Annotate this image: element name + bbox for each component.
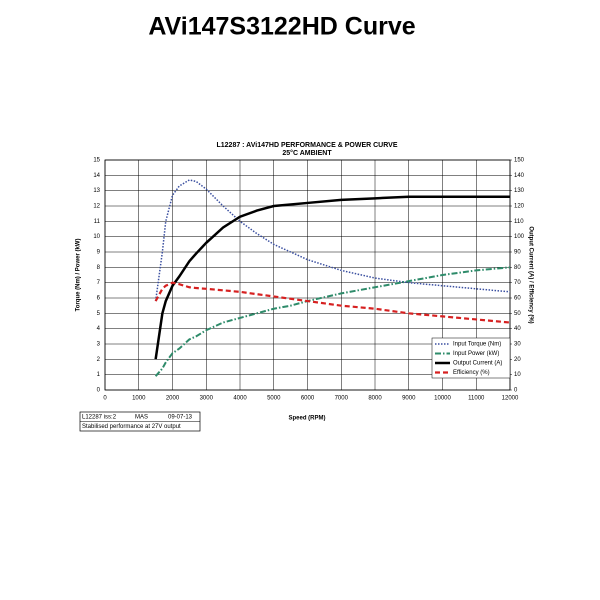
x-tick-label: 4000 xyxy=(233,396,247,402)
y2-tick-label: 80 xyxy=(514,265,521,271)
legend-label: Input Torque (Nm) xyxy=(453,342,501,348)
y2-tick-label: 40 xyxy=(514,326,521,332)
y2-tick-label: 120 xyxy=(514,204,525,210)
y-tick-label: 12 xyxy=(93,204,100,210)
y-tick-label: 15 xyxy=(93,158,100,164)
x-tick-label: 3000 xyxy=(200,396,214,402)
y2-axis-label: Output Current (A) / Efficiency (%) xyxy=(527,226,533,323)
y2-tick-label: 150 xyxy=(514,158,525,164)
y2-tick-label: 50 xyxy=(514,311,521,317)
y2-tick-label: 130 xyxy=(514,188,525,194)
y-tick-label: 9 xyxy=(97,250,101,256)
x-tick-label: 5000 xyxy=(267,396,281,402)
y-tick-label: 6 xyxy=(97,296,101,302)
footer-id: L12287 iss:2 xyxy=(82,415,117,421)
y-tick-label: 2 xyxy=(97,357,101,363)
y-tick-label: 0 xyxy=(97,388,101,394)
y-tick-label: 8 xyxy=(97,265,101,271)
chart-title: L12287 : AVi147HD PERFORMANCE & POWER CU… xyxy=(216,142,397,149)
page-heading: AVi147S3122HD Curve xyxy=(148,13,415,41)
y-tick-label: 4 xyxy=(97,326,101,332)
y-tick-label: 14 xyxy=(93,173,100,179)
plot-frame xyxy=(104,159,511,391)
x-tick-label: 8000 xyxy=(368,396,382,402)
x-tick-label: 2000 xyxy=(166,396,180,402)
x-tick-label: 12000 xyxy=(502,396,519,402)
y2-tick-label: 10 xyxy=(514,372,521,378)
y-tick-label: 7 xyxy=(97,280,101,286)
series-line xyxy=(154,281,511,324)
y2-tick-label: 20 xyxy=(514,357,521,363)
x-axis-label: Speed (RPM) xyxy=(288,416,325,422)
series-line xyxy=(154,266,511,377)
y-tick-label: 1 xyxy=(97,372,101,378)
y2-tick-label: 30 xyxy=(514,342,521,348)
y2-tick-label: 110 xyxy=(514,219,524,225)
y2-tick-label: 90 xyxy=(514,250,521,256)
y-tick-label: 10 xyxy=(93,234,100,240)
x-tick-label: 9000 xyxy=(402,396,416,402)
y-axis-label: Torque (Nm) / Power (kW) xyxy=(76,239,82,312)
y-tick-label: 3 xyxy=(97,342,101,348)
y2-tick-label: 70 xyxy=(514,280,521,286)
legend-label: Input Power (kW) xyxy=(453,351,499,357)
x-tick-label: 7000 xyxy=(335,396,349,402)
y-tick-label: 5 xyxy=(97,311,101,317)
y2-tick-label: 0 xyxy=(514,388,518,394)
x-tick-label: 10000 xyxy=(434,396,451,402)
legend-label: Efficiency (%) xyxy=(453,370,490,376)
legend-label: Output Current (A) xyxy=(453,361,502,367)
x-tick-label: 11000 xyxy=(468,396,485,402)
x-tick-label: 1000 xyxy=(132,396,146,402)
y-tick-label: 13 xyxy=(93,188,100,194)
y2-tick-label: 100 xyxy=(514,234,525,240)
x-tick-label: 0 xyxy=(103,396,107,402)
footer-date: 09-07-13 xyxy=(168,415,193,421)
y2-tick-label: 60 xyxy=(514,296,521,302)
y-tick-label: 11 xyxy=(94,219,101,225)
y2-tick-label: 140 xyxy=(514,173,525,179)
footer-author: MAS xyxy=(135,415,148,421)
chart-subtitle: 25°C AMBIENT xyxy=(282,149,332,157)
series-line xyxy=(154,195,510,360)
footer-note: Stabilised performance at 27V output xyxy=(82,424,181,430)
x-tick-label: 6000 xyxy=(301,396,315,402)
